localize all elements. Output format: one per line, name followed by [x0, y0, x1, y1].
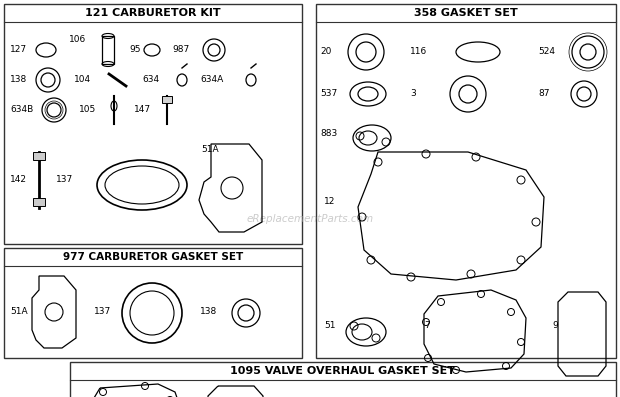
Text: 138: 138 — [200, 306, 217, 316]
Bar — [162, 96, 172, 103]
Text: 883: 883 — [320, 129, 337, 139]
Text: 20: 20 — [320, 48, 331, 56]
Text: 358 GASKET SET: 358 GASKET SET — [414, 8, 518, 18]
Text: 524: 524 — [538, 48, 555, 56]
Text: 634: 634 — [142, 75, 159, 85]
Text: 137: 137 — [56, 175, 73, 185]
Text: 9: 9 — [552, 322, 558, 330]
Text: 7: 7 — [424, 322, 430, 330]
Text: 537: 537 — [320, 89, 337, 98]
Bar — [33, 198, 45, 206]
Text: 87: 87 — [538, 89, 549, 98]
Bar — [33, 152, 45, 160]
Text: 51A: 51A — [201, 145, 219, 154]
Text: 51: 51 — [324, 322, 335, 330]
Text: 138: 138 — [10, 75, 27, 85]
Text: 3: 3 — [410, 89, 416, 98]
Text: 142: 142 — [10, 175, 27, 185]
Text: 127: 127 — [10, 46, 27, 54]
Text: 987: 987 — [172, 46, 189, 54]
Text: 95: 95 — [129, 46, 141, 54]
Text: 137: 137 — [94, 306, 111, 316]
Text: 104: 104 — [74, 75, 91, 85]
Text: 105: 105 — [79, 106, 96, 114]
Bar — [70, 362, 616, 397]
Text: 12: 12 — [324, 197, 335, 206]
Text: 1095 VALVE OVERHAUL GASKET SET: 1095 VALVE OVERHAUL GASKET SET — [231, 366, 456, 376]
Text: 977 CARBURETOR GASKET SET: 977 CARBURETOR GASKET SET — [63, 252, 243, 262]
Bar — [4, 4, 302, 244]
Text: 106: 106 — [69, 35, 86, 44]
Bar — [102, 36, 114, 64]
Text: 147: 147 — [134, 106, 151, 114]
Text: 634A: 634A — [200, 75, 223, 85]
Text: eReplacementParts.com: eReplacementParts.com — [246, 214, 374, 224]
Text: 121 CARBURETOR KIT: 121 CARBURETOR KIT — [85, 8, 221, 18]
Text: 116: 116 — [410, 48, 427, 56]
Bar — [4, 248, 302, 358]
Text: 634B: 634B — [10, 106, 33, 114]
Bar — [316, 4, 616, 358]
Text: 51A: 51A — [10, 306, 28, 316]
